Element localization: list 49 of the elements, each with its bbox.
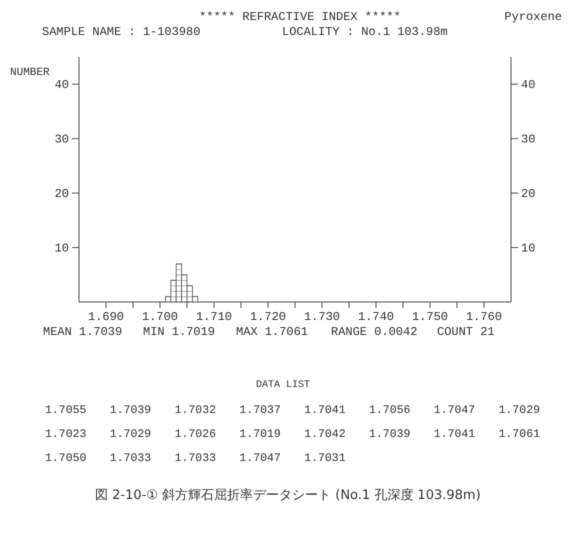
- text: 1.7031: [304, 452, 346, 465]
- x-tick-label: 1.710: [196, 310, 232, 324]
- y2-tick-label: 30: [521, 132, 536, 147]
- text: COUNT 21: [437, 325, 495, 339]
- text: 1.7039: [110, 404, 152, 417]
- text: 1.7037: [239, 404, 281, 417]
- text: 1.7029: [498, 404, 540, 417]
- text: 1.7041: [304, 404, 346, 417]
- y-tick-label: 40: [54, 78, 69, 92]
- y2-tick-label: 20: [521, 187, 536, 202]
- text: MEAN 1.7039: [43, 325, 122, 339]
- chart-subtitle: Pyroxene: [504, 10, 562, 24]
- x-tick-label: 1.690: [88, 310, 124, 324]
- x-tick-label: 1.730: [304, 310, 340, 324]
- x-tick-label: 1.760: [466, 310, 502, 324]
- x-tick-label: 1.740: [358, 310, 394, 324]
- y2-tick-label: 10: [521, 242, 536, 256]
- text: 1.7047: [434, 404, 476, 417]
- text: DATA LIST: [256, 380, 310, 391]
- text: 1.7050: [45, 452, 87, 465]
- y-tick-label: 10: [54, 242, 69, 256]
- text: 1.7042: [304, 428, 346, 441]
- x-tick-label: 1.700: [142, 310, 178, 324]
- y2-tick-label: 40: [521, 78, 536, 92]
- text: 1.7023: [45, 428, 87, 441]
- text: 1.7033: [174, 452, 216, 465]
- text: RANGE 0.0042: [331, 325, 418, 339]
- text: 1.7047: [239, 452, 281, 465]
- text: 1.7032: [174, 404, 216, 417]
- text: 1.7056: [369, 404, 411, 417]
- text: 1.7019: [239, 428, 281, 441]
- y-tick-label: 20: [54, 187, 69, 202]
- text: SAMPLE NAME : 1-103980: [42, 25, 200, 39]
- text: 1.7033: [110, 452, 152, 465]
- chart-title: ***** REFRACTIVE INDEX *****: [199, 10, 401, 24]
- text: 1.7055: [45, 404, 87, 417]
- x-tick-label: 1.720: [250, 310, 286, 324]
- text: MIN 1.7019: [143, 325, 216, 339]
- text: 1.7029: [110, 428, 152, 441]
- text: 1.7061: [498, 428, 540, 441]
- y-axis-title: NUMBER: [10, 67, 50, 79]
- x-tick-label: 1.750: [412, 310, 448, 324]
- text: 1.7041: [434, 428, 476, 441]
- text: 1.7039: [369, 428, 411, 441]
- text: LOCALITY : No.1 103.98m: [282, 25, 448, 39]
- text: 1.7026: [174, 428, 216, 441]
- caption: 図 2-10-① 斜方輝石屈折率データシート (No.1 孔深度 103.98m): [95, 487, 481, 503]
- text: MAX 1.7061: [236, 325, 308, 339]
- y-tick-label: 30: [54, 132, 69, 147]
